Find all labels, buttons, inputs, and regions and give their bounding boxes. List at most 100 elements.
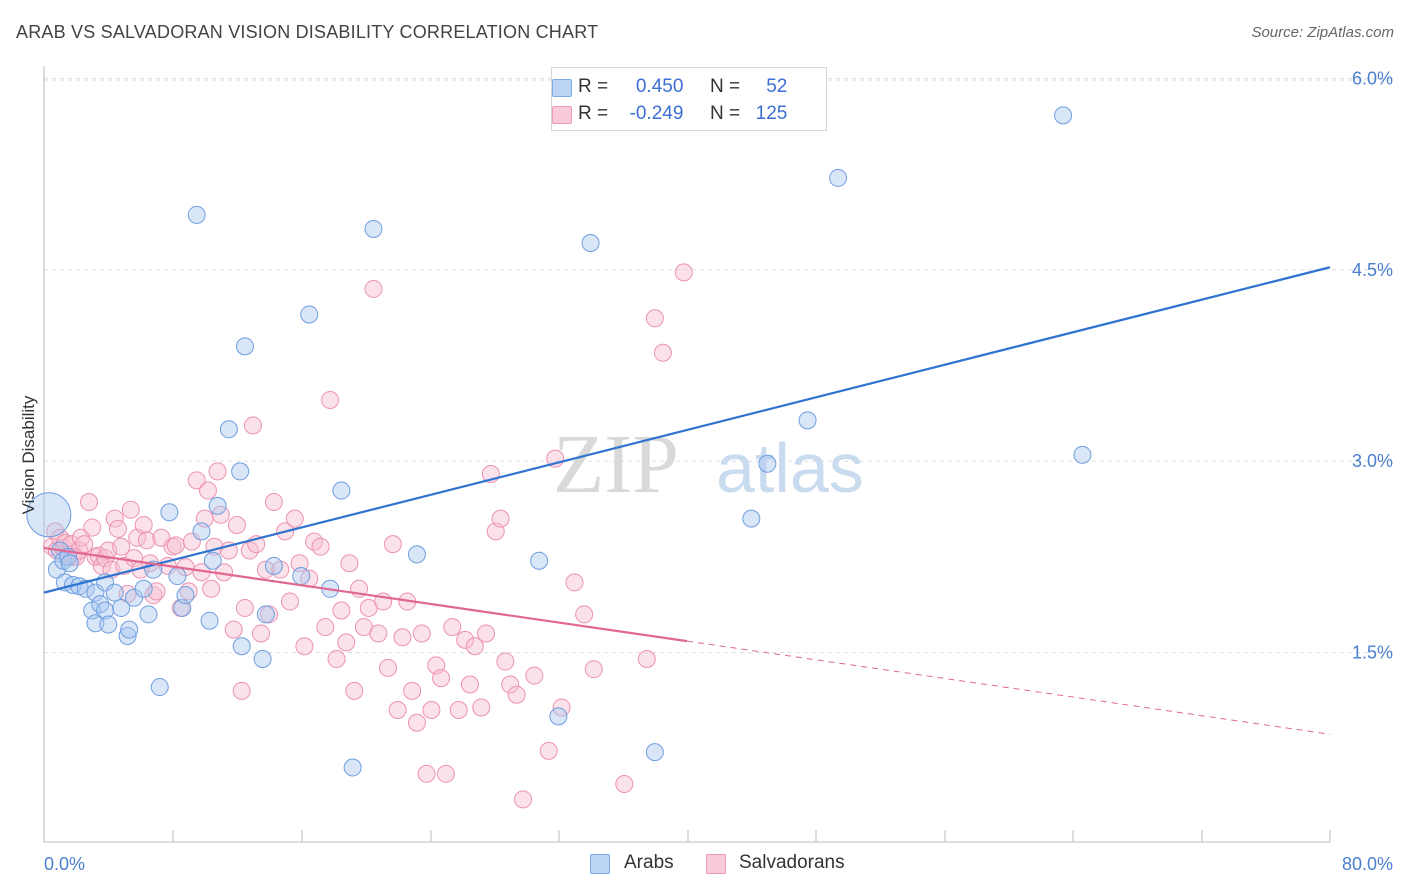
bottom-legend-salvadorans: Salvadorans — [706, 852, 845, 874]
salvadorans-point — [496, 652, 515, 671]
salvadorans-point — [388, 701, 407, 720]
correlation-legend: R = 0.450 N = 52 R = -0.249 N = 125 — [551, 67, 827, 131]
arabs-point — [264, 556, 283, 575]
salvadorans-point — [507, 685, 526, 704]
salvadorans-point — [121, 500, 140, 519]
arabs-point — [1073, 445, 1092, 464]
arabs-point — [758, 454, 777, 473]
salvadorans-point — [208, 462, 227, 481]
legend-n-label: N = — [709, 76, 741, 97]
y-tick-label: 6.0% — [1352, 68, 1393, 88]
arabs-point — [134, 579, 153, 598]
salvadorans-point — [316, 618, 335, 637]
source-label: Source: ZipAtlas.com — [1251, 24, 1394, 41]
salvadorans-point — [465, 637, 484, 656]
x-tick-label: 80.0% — [1342, 854, 1393, 874]
salvadorans-point — [460, 675, 479, 694]
salvadorans-point — [393, 628, 412, 647]
salvadorans-point — [412, 624, 431, 643]
arabs-point — [176, 586, 195, 605]
arabs-point — [208, 496, 227, 515]
salvadorans-point — [311, 537, 330, 556]
arabs-point — [125, 588, 144, 607]
salvadorans-point — [235, 598, 254, 617]
salvadorans-point — [340, 554, 359, 573]
salvadorans-point — [224, 620, 243, 639]
salvadorans-point — [137, 531, 156, 550]
gridlines — [44, 77, 1392, 654]
salvadorans-point — [615, 775, 634, 794]
y-axis-label: Vision Disability — [19, 395, 38, 514]
arabs-points — [26, 106, 1092, 777]
salvadorans-point — [112, 537, 131, 556]
arabs-swatch — [552, 79, 572, 97]
arabs-point — [829, 168, 848, 187]
salvadorans-point — [383, 535, 402, 554]
arabs-point — [300, 305, 319, 324]
salvadorans-point — [514, 790, 533, 809]
arabs-point — [187, 205, 206, 224]
arabs-point — [118, 627, 137, 646]
legend-r-label: R = — [578, 103, 609, 124]
arabs-point — [60, 554, 79, 573]
arabs-point — [160, 503, 179, 522]
arabs-point — [231, 462, 250, 481]
salvadorans-trend-extension — [686, 640, 1331, 735]
arabs-point — [235, 337, 254, 356]
salvadorans-point — [227, 516, 246, 534]
arabs-point — [232, 637, 251, 656]
arabs-point — [530, 551, 549, 570]
arabs-trend-line — [43, 266, 1331, 594]
salvadorans-point — [80, 493, 99, 512]
x-tick-label: 0.0% — [44, 854, 85, 874]
salvadorans-point — [674, 263, 693, 282]
trend-lines — [43, 266, 1331, 735]
arabs-point — [203, 551, 222, 570]
y-tick-label: 4.5% — [1352, 260, 1393, 280]
salvadorans-point — [134, 516, 153, 534]
salvadorans-point — [332, 601, 351, 620]
salvadorans-point — [449, 701, 468, 720]
y-tick-label: 1.5% — [1352, 643, 1393, 663]
legend-r-value: -0.249 — [629, 103, 684, 124]
arabs-point — [86, 614, 105, 633]
watermark-atlas: atlas — [716, 429, 864, 507]
arabs-point — [112, 598, 131, 617]
bottom-legend-arabs: Arabs — [590, 852, 674, 874]
salvadorans-point — [436, 764, 455, 783]
salvadorans-point — [369, 624, 388, 643]
salvadorans-point — [422, 701, 441, 720]
salvadorans-point — [525, 666, 544, 685]
salvadorans-point — [379, 658, 398, 677]
arabs-point — [99, 615, 118, 634]
salvadorans-point — [443, 618, 462, 637]
legend-n-value: 125 — [755, 103, 788, 124]
salvadorans-point — [501, 675, 520, 694]
arabs-point — [332, 481, 351, 500]
salvadorans-point — [345, 681, 364, 700]
tick-labels: 1.5% 3.0% 4.5% 6.0% 0.0% 80.0% — [44, 68, 1393, 874]
salvadorans-point — [403, 681, 422, 700]
arabs-point — [798, 411, 817, 430]
arabs-point — [200, 611, 219, 630]
arabs-point — [364, 219, 383, 238]
arabs-point — [343, 758, 362, 777]
salvadorans-point — [491, 509, 510, 528]
arabs-point — [120, 620, 139, 639]
salvadorans-point — [51, 528, 70, 547]
arabs-legend-swatch — [590, 854, 610, 874]
salvadorans-point — [565, 573, 584, 592]
salvadorans-point — [232, 681, 251, 700]
salvadorans-point — [417, 764, 436, 783]
salvadorans-point — [327, 649, 346, 668]
salvadorans-point — [285, 509, 304, 528]
salvadorans-point — [364, 279, 383, 298]
salvadorans-swatch — [552, 106, 572, 124]
salvadorans-point — [252, 624, 271, 643]
salvadorans-point — [295, 637, 314, 656]
salvadorans-point — [108, 519, 127, 538]
arabs-point — [1054, 106, 1073, 125]
salvadorans-point — [187, 471, 206, 490]
salvadorans-point — [202, 579, 221, 598]
